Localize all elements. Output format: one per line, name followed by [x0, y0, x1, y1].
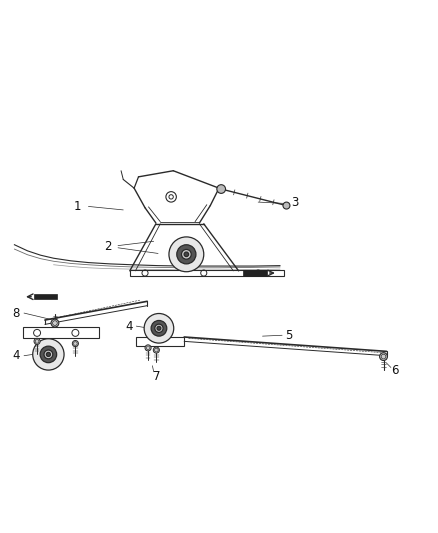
- Text: 5: 5: [285, 329, 292, 342]
- Text: 3: 3: [291, 196, 299, 208]
- Circle shape: [151, 320, 167, 336]
- Text: 7: 7: [152, 370, 160, 383]
- Circle shape: [72, 341, 78, 346]
- Circle shape: [177, 245, 196, 264]
- Circle shape: [181, 249, 191, 259]
- Circle shape: [44, 350, 53, 359]
- Circle shape: [145, 345, 151, 351]
- Circle shape: [380, 353, 388, 360]
- Circle shape: [184, 252, 189, 256]
- Bar: [34, 294, 57, 299]
- Bar: [243, 270, 267, 276]
- Circle shape: [283, 202, 290, 209]
- Circle shape: [144, 313, 174, 343]
- Text: 1: 1: [74, 200, 81, 213]
- Circle shape: [157, 326, 161, 330]
- Circle shape: [217, 184, 226, 193]
- Text: 2: 2: [104, 240, 112, 253]
- Text: 4: 4: [125, 320, 133, 333]
- Circle shape: [153, 347, 159, 353]
- Circle shape: [46, 352, 50, 357]
- Circle shape: [33, 339, 64, 370]
- Text: 8: 8: [12, 306, 19, 320]
- Text: 4: 4: [12, 349, 20, 362]
- Circle shape: [34, 338, 40, 344]
- Circle shape: [40, 346, 57, 362]
- Circle shape: [155, 324, 163, 333]
- Circle shape: [51, 319, 59, 327]
- Text: 6: 6: [392, 364, 399, 377]
- Circle shape: [169, 237, 204, 272]
